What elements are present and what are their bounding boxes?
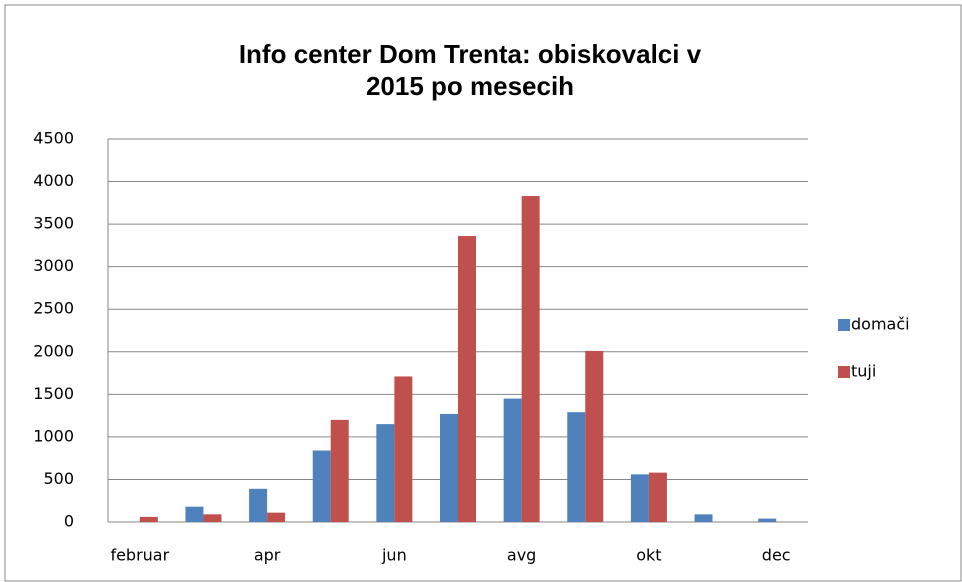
y-tick-label: 1500 — [33, 384, 74, 403]
y-tick-label: 1000 — [33, 426, 74, 445]
legend-label: domači — [851, 315, 910, 334]
bar — [139, 516, 158, 522]
x-tick-label: jun — [381, 546, 407, 565]
y-tick-label: 4000 — [33, 171, 74, 190]
bar — [267, 512, 286, 522]
bar — [521, 196, 540, 522]
bar — [758, 518, 777, 522]
y-tick-label: 3500 — [33, 214, 74, 233]
bar — [648, 472, 667, 522]
y-tick-label: 0 — [64, 512, 74, 531]
bar — [585, 350, 604, 522]
legend-swatch — [838, 366, 850, 378]
y-tick-label: 3000 — [33, 256, 74, 275]
chart-border — [4, 4, 962, 582]
x-tick-label: februar — [110, 546, 169, 565]
x-tick-label: apr — [254, 546, 281, 565]
bar — [330, 419, 349, 522]
bar — [458, 236, 476, 522]
y-tick-label: 2500 — [33, 299, 74, 318]
legend-label: tuji — [851, 362, 876, 381]
bar — [567, 412, 586, 522]
bar — [394, 376, 413, 522]
x-tick-label: okt — [636, 546, 661, 565]
bar — [694, 514, 713, 522]
bar — [203, 514, 222, 522]
bar — [249, 488, 268, 522]
bar — [185, 506, 204, 522]
bar — [376, 424, 395, 522]
x-tick-label: avg — [507, 546, 536, 565]
bar — [312, 450, 331, 522]
y-tick-label: 4500 — [33, 129, 74, 148]
x-tick-label: dec — [762, 546, 791, 565]
bar — [630, 474, 649, 522]
chart-title: Info center Dom Trenta: obiskovalci v 20… — [238, 39, 702, 101]
bar — [503, 398, 522, 522]
bar — [440, 413, 458, 522]
y-tick-label: 2000 — [33, 341, 74, 360]
legend-swatch — [838, 319, 850, 331]
y-tick-label: 500 — [43, 469, 74, 488]
